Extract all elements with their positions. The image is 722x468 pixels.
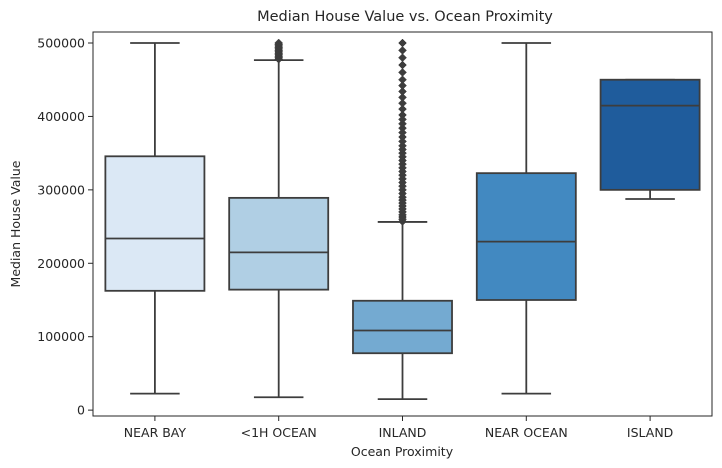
outlier-point — [398, 81, 407, 90]
outlier-point — [398, 68, 407, 77]
outlier-point — [398, 75, 407, 85]
x-tick-label: NEAR OCEAN — [485, 425, 568, 440]
box-island — [599, 78, 701, 191]
outlier-point — [274, 38, 284, 48]
x-tick-label: ISLAND — [627, 425, 673, 440]
y-tick-label: 400000 — [37, 109, 85, 124]
y-axis-label: Median House Value — [8, 160, 23, 287]
outlier-point — [398, 110, 407, 120]
y-tick-label: 300000 — [37, 182, 85, 197]
chart-title: Median House Value vs. Ocean Proximity — [257, 9, 553, 25]
box-inland — [352, 299, 453, 355]
y-tick-label: 100000 — [37, 329, 85, 344]
outlier-point — [398, 92, 407, 102]
x-axis-label: Ocean Proximity — [351, 444, 454, 459]
outlier-point — [398, 104, 407, 114]
outlier-point — [398, 87, 407, 96]
box--1h-ocean — [228, 196, 330, 291]
x-tick-label: INLAND — [379, 425, 427, 440]
box-near-bay — [104, 155, 206, 292]
outlier-point — [398, 53, 407, 63]
y-tick-label: 500000 — [37, 36, 85, 51]
plot-area: 0 100000 200000 300000 400000 500000 NEAR BAY <… — [37, 36, 701, 440]
y-tick-label: 0 — [77, 403, 85, 418]
x-tick-label: <1H OCEAN — [241, 425, 317, 440]
outlier-point — [398, 98, 407, 108]
plot-frame — [92, 31, 713, 417]
outlier-point — [398, 46, 407, 55]
outlier-point — [398, 60, 407, 70]
outlier-point — [398, 38, 407, 48]
x-tick-label: NEAR BAY — [124, 425, 187, 440]
y-tick-label: 200000 — [37, 256, 85, 271]
box-near-ocean — [475, 172, 577, 301]
